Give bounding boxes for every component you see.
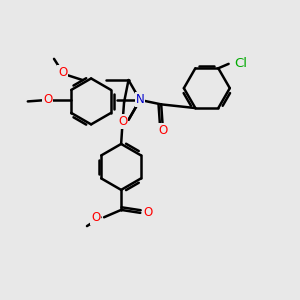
Text: O: O [43,93,52,106]
Text: O: O [118,115,127,128]
Text: O: O [58,66,68,79]
Text: Cl: Cl [235,57,248,70]
Text: O: O [143,206,152,219]
Text: N: N [136,93,144,106]
Text: O: O [158,124,167,137]
Text: O: O [91,211,101,224]
